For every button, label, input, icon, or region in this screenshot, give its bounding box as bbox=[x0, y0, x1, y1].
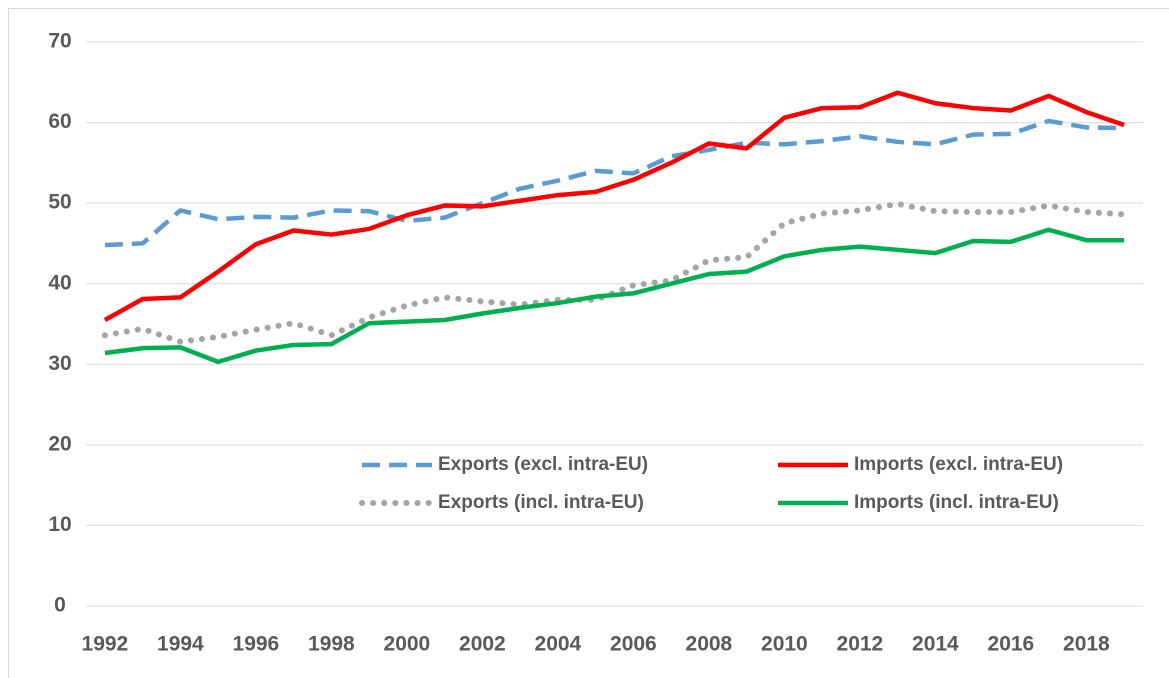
series-line bbox=[104, 118, 1125, 248]
series-line bbox=[101, 200, 1128, 345]
legend-label: Imports (incl. intra-EU) bbox=[854, 492, 1059, 513]
legend-label: Exports (incl. intra-EU) bbox=[438, 492, 644, 513]
y-tick-label: 70 bbox=[48, 30, 71, 53]
x-tick-label: 2018 bbox=[1063, 633, 1110, 656]
x-tick-label: 2000 bbox=[384, 633, 431, 656]
x-tick-label: 1994 bbox=[157, 633, 204, 656]
chart-border bbox=[8, 8, 1169, 678]
y-tick-label: 0 bbox=[54, 594, 66, 617]
y-tick-label: 30 bbox=[48, 352, 71, 375]
x-tick-label: 2002 bbox=[459, 633, 506, 656]
x-tick-label: 1996 bbox=[233, 633, 280, 656]
x-tick-label: 1998 bbox=[308, 633, 355, 656]
legend-label: Exports (excl. intra-EU) bbox=[438, 454, 648, 475]
x-tick-label: 2006 bbox=[610, 633, 657, 656]
y-tick-label: 10 bbox=[48, 513, 71, 536]
x-tick-label: 2010 bbox=[761, 633, 808, 656]
x-tick-label: 1992 bbox=[82, 633, 129, 656]
series-line bbox=[103, 90, 1125, 322]
legend-label: Imports (excl. intra-EU) bbox=[854, 454, 1063, 475]
x-tick-label: 2004 bbox=[535, 633, 582, 656]
x-tick-label: 2012 bbox=[837, 633, 884, 656]
x-tick-label: 2014 bbox=[912, 633, 959, 656]
x-tick-label: 2008 bbox=[686, 633, 733, 656]
y-tick-label: 20 bbox=[48, 432, 71, 455]
x-tick-label: 2016 bbox=[988, 633, 1035, 656]
y-tick-label: 60 bbox=[48, 110, 71, 133]
y-tick-label: 40 bbox=[48, 271, 71, 294]
series-line bbox=[104, 227, 1125, 365]
y-tick-label: 50 bbox=[48, 191, 71, 214]
